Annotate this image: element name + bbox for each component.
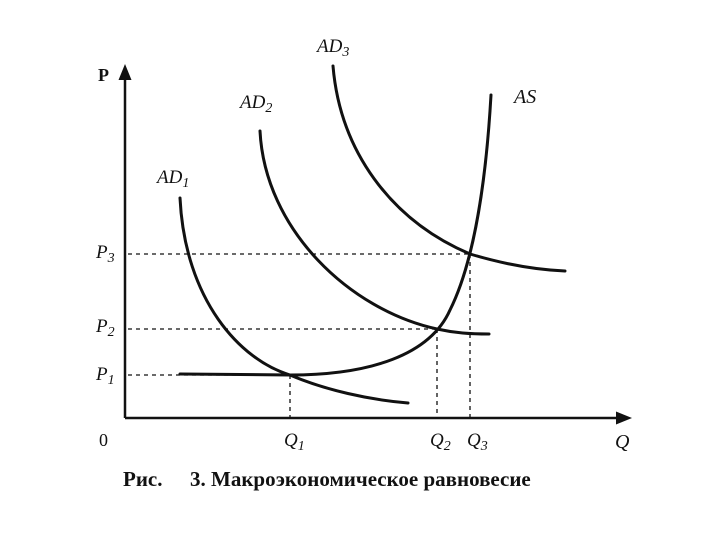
as-curve xyxy=(178,93,493,377)
q2-label: Q2 xyxy=(430,430,451,454)
guide-lines xyxy=(128,253,471,418)
q1-label: Q1 xyxy=(284,430,305,454)
caption-prefix: Рис. xyxy=(123,467,163,491)
ad1-curve xyxy=(178,196,410,405)
axes xyxy=(118,64,632,425)
p2-label: P2 xyxy=(95,316,115,340)
ad1-label: AD1 xyxy=(155,167,189,191)
x-axis-label: Q xyxy=(615,431,630,453)
q3-label: Q3 xyxy=(467,430,488,454)
ad2-label: AD2 xyxy=(238,92,272,116)
origin-label: 0 xyxy=(99,430,108,450)
figure-caption: Рис. 3. Макроэкономическое равновесие xyxy=(123,467,531,491)
as-label: AS xyxy=(512,86,536,108)
p1-label: P1 xyxy=(95,364,115,388)
curves xyxy=(178,64,567,405)
y-axis-label: P xyxy=(98,65,109,85)
ad2-curve xyxy=(258,129,491,336)
y-axis-arrow xyxy=(118,64,132,80)
ad3-curve xyxy=(331,64,567,273)
ad3-label: AD3 xyxy=(315,36,349,60)
caption-text: 3. Макроэкономическое равновесие xyxy=(190,467,531,491)
p3-label: P3 xyxy=(95,242,115,266)
x-axis-arrow xyxy=(616,411,632,425)
